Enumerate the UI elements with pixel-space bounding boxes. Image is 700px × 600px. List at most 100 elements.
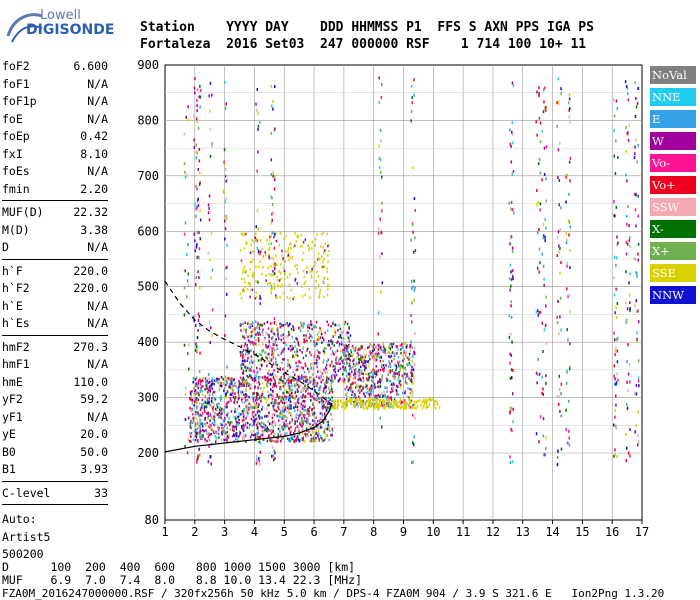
echo-point (217, 432, 220, 436)
echo-point (412, 443, 415, 447)
echo-point (348, 357, 350, 360)
echo-point (286, 423, 289, 426)
echo-point (354, 393, 356, 396)
echo-point (627, 131, 629, 135)
echo-point (275, 360, 277, 364)
echo-point (282, 428, 284, 431)
logo-line2: DIGISONDE (26, 22, 115, 38)
echo-point (258, 417, 261, 420)
echo-point (635, 384, 638, 388)
echo-point (302, 394, 305, 397)
echo-point (565, 408, 567, 412)
echo-point (303, 379, 305, 383)
echo-point (296, 408, 299, 412)
echo-point (354, 376, 356, 380)
echo-point (400, 405, 402, 408)
echo-point (197, 439, 199, 442)
echo-point (287, 359, 289, 362)
echo-point (252, 392, 254, 395)
y-tick-label: 900 (137, 58, 159, 72)
param-name: h`F (2, 263, 23, 278)
echo-point (270, 158, 273, 162)
echo-point (263, 395, 265, 399)
echo-point (313, 352, 316, 356)
echo-point (368, 388, 371, 392)
echo-point (417, 399, 420, 403)
echo-point (320, 375, 323, 378)
echo-point (357, 348, 360, 352)
echo-point (626, 307, 629, 311)
echo-point (219, 399, 222, 402)
echo-point (393, 372, 396, 376)
echo-point (360, 384, 362, 388)
echo-point (347, 337, 350, 340)
echo-point (381, 175, 383, 179)
echo-point (334, 350, 337, 354)
echo-point (197, 204, 200, 208)
echo-point (373, 359, 376, 362)
profile-dashed-curve (164, 280, 331, 404)
echo-point (237, 415, 240, 419)
echo-point (306, 422, 308, 425)
echo-point (258, 435, 261, 439)
echo-point (294, 350, 296, 354)
echo-point (244, 421, 247, 425)
echo-point (318, 388, 321, 392)
echo-point (261, 376, 264, 379)
echo-point (271, 287, 273, 290)
echo-point (344, 380, 346, 384)
echo-point (203, 408, 206, 412)
echo-point (193, 404, 195, 407)
echo-point (337, 359, 340, 362)
echo-point (257, 431, 259, 434)
echo-point (265, 238, 268, 242)
echo-point (413, 299, 416, 303)
echo-point (223, 162, 226, 166)
echo-point (324, 416, 327, 420)
echo-point (511, 141, 514, 145)
echo-point (330, 433, 332, 437)
echo-point (545, 322, 547, 326)
echo-point (560, 261, 562, 265)
echo-point (612, 98, 615, 102)
echo-point (360, 389, 363, 392)
echo-point (273, 343, 276, 347)
echo-point (283, 237, 285, 240)
echo-point (282, 398, 285, 401)
echo-point (297, 438, 299, 441)
echo-point (184, 269, 186, 273)
echo-point (397, 401, 399, 404)
echo-point (273, 272, 276, 276)
echo-point (616, 360, 619, 364)
echo-point (267, 420, 269, 423)
param-name: fxI (2, 146, 23, 161)
echo-point (244, 366, 246, 369)
echo-point (345, 398, 348, 401)
echo-point (260, 353, 263, 357)
echo-point (614, 408, 616, 412)
echo-point (316, 425, 318, 428)
param-name: MUF(D) (2, 205, 44, 219)
echo-point (262, 348, 265, 352)
echo-point (309, 392, 311, 396)
echo-point (318, 392, 321, 395)
echo-point (209, 412, 212, 415)
echo-point (542, 417, 545, 421)
echo-point (230, 378, 233, 381)
echo-point (566, 261, 569, 265)
echo-point (369, 353, 371, 357)
echo-point (213, 411, 215, 415)
echo-point (314, 389, 316, 392)
echo-point (258, 383, 261, 386)
echo-point (634, 192, 636, 196)
echo-point (535, 120, 537, 124)
echo-point (411, 101, 413, 105)
echo-point (303, 375, 305, 379)
x-tick-label: 14 (545, 525, 559, 539)
echo-point (511, 460, 514, 464)
echo-point (323, 352, 325, 356)
y-tick-label: 300 (137, 391, 159, 405)
echo-point (328, 377, 330, 380)
echo-point (247, 382, 250, 386)
echo-point (358, 391, 361, 395)
